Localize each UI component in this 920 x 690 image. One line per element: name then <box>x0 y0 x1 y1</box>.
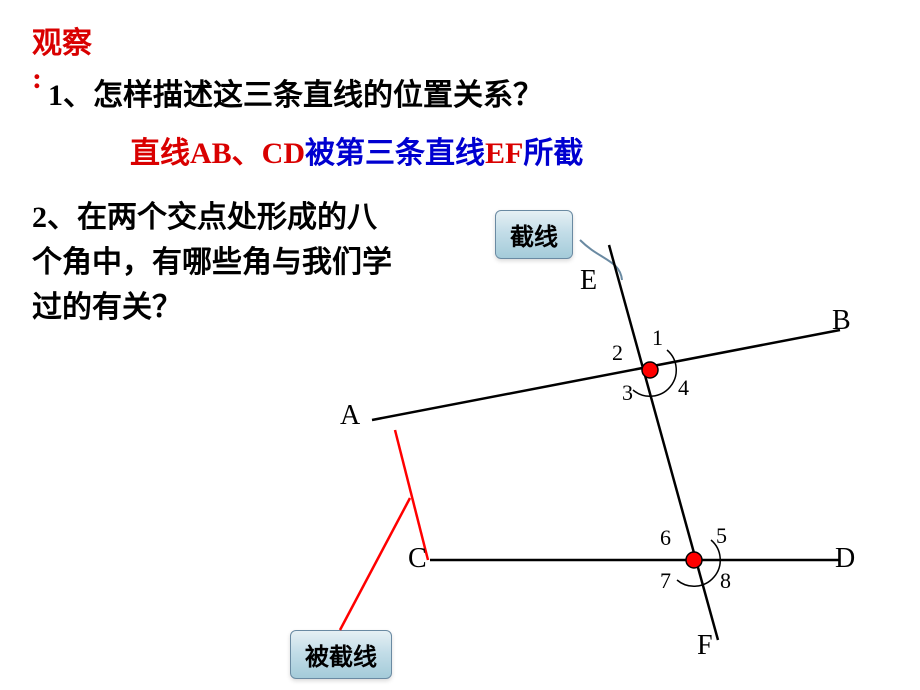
line-ab <box>372 330 840 420</box>
answer-part1: 直线 <box>130 137 190 170</box>
answer-part2: 被第三条直线 <box>305 137 485 170</box>
angle-6: 6 <box>660 525 671 551</box>
label-c: C <box>408 543 427 575</box>
answer-ab: AB、CD <box>190 137 305 170</box>
question-1: 1、怎样描述这三条直线的位置关系？ <box>48 70 543 114</box>
intersection-dot-2 <box>686 552 702 568</box>
geometry-diagram: 截线 被截线 E B A C D F 1 2 3 4 5 6 7 8 <box>280 180 900 680</box>
angle-3: 3 <box>622 380 633 406</box>
secanted-callout: 被截线 <box>290 630 392 679</box>
answer-ef: EF <box>485 137 523 170</box>
angle-4: 4 <box>678 375 689 401</box>
observe-title: 观察 <box>32 18 92 62</box>
secant-callout: 截线 <box>495 210 573 259</box>
secanted-indicator-line <box>395 430 428 560</box>
answer-line: 直线AB、CD被第三条直线EF所截 <box>130 128 583 172</box>
intersection-dot-1 <box>642 362 658 378</box>
angle-1: 1 <box>652 325 663 351</box>
angle-2: 2 <box>612 340 623 366</box>
observe-colon: : <box>32 62 42 96</box>
label-b: B <box>832 305 851 337</box>
label-d: D <box>835 543 855 575</box>
angle-5: 5 <box>716 523 727 549</box>
angle-8: 8 <box>720 568 731 594</box>
diagram-svg <box>280 180 900 680</box>
label-f: F <box>697 630 713 662</box>
label-a: A <box>340 400 360 432</box>
answer-part3: 所截 <box>523 137 583 170</box>
angle-7: 7 <box>660 568 671 594</box>
label-e: E <box>580 265 597 297</box>
